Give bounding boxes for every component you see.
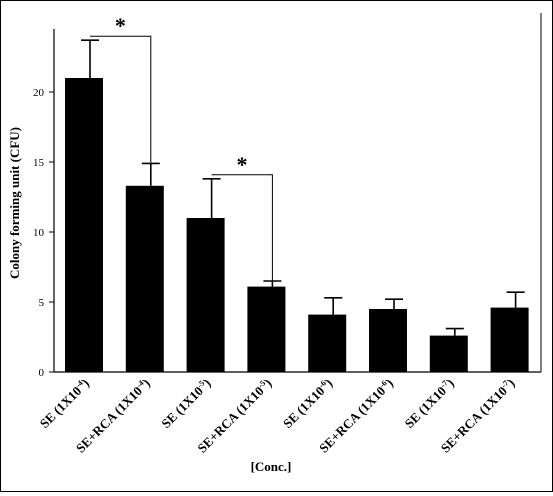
category-label-exponent: -7	[439, 379, 450, 390]
bar	[369, 309, 407, 372]
category-label-exponent: -6	[317, 379, 328, 390]
category-label: SE+RCA (1X10-5)	[194, 376, 274, 456]
category-label-exponent: -5	[256, 379, 267, 390]
y-tick-label: 0	[39, 367, 45, 379]
bar	[65, 78, 103, 372]
significance-star: *	[115, 13, 126, 38]
category-label-exponent: -5	[195, 379, 206, 390]
category-label-base: SE (1X10	[280, 383, 328, 431]
category-label-exponent: -7	[499, 379, 510, 390]
y-tick-label: 10	[33, 227, 45, 239]
significance-bracket	[211, 174, 273, 281]
error-bars-group	[81, 39, 525, 336]
significance-group: **	[90, 13, 273, 281]
category-label: SE (1X10-4)	[37, 376, 92, 431]
category-label-exponent: -4	[135, 379, 146, 390]
y-tick-label: 15	[33, 157, 45, 169]
x-axis-title: [Conc.]	[251, 459, 292, 474]
category-label-base: SE (1X10	[158, 383, 206, 431]
category-label: SE+RCA (1X10-4)	[73, 376, 153, 456]
bar	[490, 307, 529, 372]
y-tick-label: 20	[33, 87, 45, 99]
bar	[247, 286, 286, 372]
category-label-exponent: -6	[378, 379, 389, 390]
category-label-base: SE (1X10	[37, 383, 85, 431]
category-label: SE (1X10-5)	[158, 376, 213, 431]
bars-group	[65, 78, 529, 372]
category-label: SE+RCA (1X10-7)	[438, 376, 518, 456]
category-label-exponent: -4	[74, 379, 85, 390]
bar	[308, 314, 347, 372]
category-label: SE (1X10-7)	[401, 376, 456, 431]
significance-star: *	[237, 152, 248, 177]
y-tick-label: 5	[39, 297, 45, 309]
axes-group: 0 5 10 15 20	[33, 13, 542, 379]
category-label: SE+RCA (1X10-6)	[316, 376, 396, 456]
bar	[125, 185, 164, 372]
significance-bracket	[90, 35, 152, 164]
y-axis-title: Colony forming unit (CFU)	[7, 127, 22, 279]
bar	[429, 335, 468, 372]
category-labels-group: SE (1X10-4)SE+RCA (1X10-4)SE (1X10-5)SE+…	[37, 376, 518, 456]
category-label-base: SE (1X10	[401, 383, 449, 431]
bar	[186, 218, 225, 372]
category-label: SE (1X10-6)	[280, 376, 335, 431]
